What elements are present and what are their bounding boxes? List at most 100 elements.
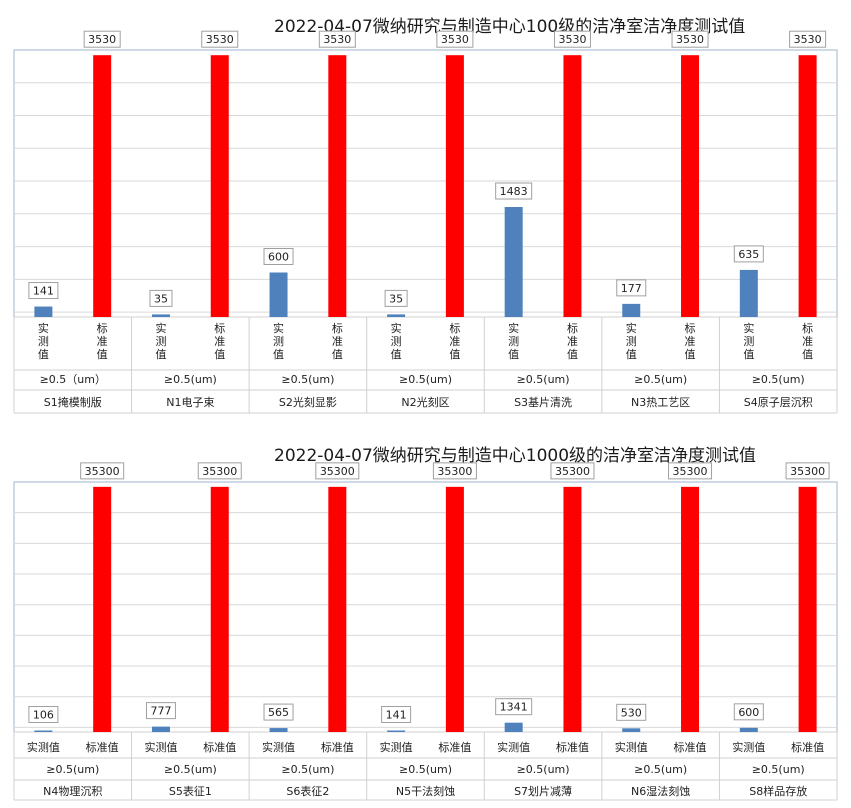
category-label: N5干法刻蚀 — [396, 784, 455, 798]
data-label: 35300 — [673, 465, 708, 478]
series-sub-label: 实 — [626, 321, 637, 335]
category-label: S1掩模制版 — [44, 395, 102, 409]
series-sub-label: 标准值 — [86, 740, 119, 754]
bar-standard — [563, 55, 582, 318]
series-sub-label: 准 — [97, 335, 108, 348]
series-sub-label: 准 — [802, 335, 813, 348]
plot-area — [13, 49, 838, 318]
data-label: 106 — [33, 709, 54, 722]
data-label: 3530 — [88, 33, 116, 46]
bar-measured — [34, 730, 53, 732]
data-label: 35300 — [320, 465, 355, 478]
series-sub-label: 准 — [332, 335, 343, 348]
series-sub-label: 实测值 — [497, 740, 530, 754]
particle-size-label: ≥0.5(um) — [752, 763, 805, 776]
data-label: 3530 — [676, 33, 704, 46]
particle-size-label: ≥0.5(um) — [634, 763, 687, 776]
data-label-box — [550, 462, 595, 480]
series-sub-label: 值 — [567, 348, 578, 361]
plot-area — [13, 481, 838, 733]
category-label: S8样品存放 — [749, 784, 807, 798]
data-label-box — [436, 30, 474, 48]
series-sub-label: 标 — [802, 321, 813, 335]
data-label-box — [668, 462, 713, 480]
series-sub-label: 值 — [743, 348, 754, 361]
particle-size-label: ≥0.5(um) — [634, 373, 687, 386]
data-label: 35300 — [555, 465, 590, 478]
series-sub-label: 测 — [508, 335, 519, 348]
category-label: S4原子层沉积 — [744, 396, 813, 409]
series-sub-label: 值 — [38, 348, 49, 361]
clean-room-chart-1000: 106 实测值 35300 标准值 ≥0.5(um) N4物理沉积 777 实测值 35300 标… — [13, 462, 838, 801]
chart-title-1: 2022-04-07微纳研究与制造中心100级的洁净室洁净度测试值 — [274, 17, 746, 37]
data-label-box — [785, 462, 830, 480]
series-sub-label: 标 — [332, 321, 343, 335]
series-sub-label: 测 — [391, 335, 402, 348]
data-label: 3530 — [558, 33, 586, 46]
series-sub-label: 标 — [685, 321, 696, 335]
bar-measured — [269, 272, 288, 317]
category-label: S5表征1 — [169, 784, 212, 798]
bar-standard — [210, 486, 229, 732]
bar-standard — [328, 55, 347, 318]
series-sub-label: 准 — [214, 335, 225, 348]
bar-standard — [445, 486, 464, 732]
series-sub-label: 实 — [391, 321, 402, 335]
series-sub-label: 标准值 — [438, 740, 471, 754]
data-label-box — [28, 282, 59, 300]
data-label-box — [432, 462, 477, 480]
bar-measured — [387, 730, 406, 732]
category-label: N6湿法刻蚀 — [631, 784, 690, 798]
data-label: 635 — [738, 248, 759, 261]
series-sub-label: 实测值 — [27, 740, 60, 754]
data-label-box — [145, 702, 176, 720]
particle-size-label: ≥0.5(um) — [164, 763, 217, 776]
data-label-box — [149, 289, 173, 307]
data-label-box — [318, 30, 356, 48]
bar-measured — [739, 727, 758, 732]
data-label: 3530 — [323, 33, 351, 46]
data-label: 35 — [154, 292, 168, 305]
data-label: 3530 — [206, 33, 234, 46]
particle-size-label: ≥0.5(um) — [399, 373, 452, 386]
bar-measured — [622, 728, 641, 732]
data-label: 35300 — [790, 465, 825, 478]
bar-standard — [798, 486, 817, 732]
particle-size-label: ≥0.5(um) — [281, 763, 334, 776]
particle-size-label: ≥0.5(um) — [517, 763, 570, 776]
series-sub-label: 测 — [626, 335, 637, 348]
bar-standard — [681, 486, 700, 732]
data-label-box — [495, 698, 533, 716]
bar-measured — [151, 726, 170, 732]
series-sub-label: 测 — [273, 335, 284, 348]
series-sub-label: 值 — [155, 348, 166, 361]
particle-size-label: ≥0.5(um) — [46, 763, 99, 776]
data-label-box — [616, 279, 647, 297]
category-label: N3热工艺区 — [631, 396, 690, 409]
data-label: 141 — [33, 285, 54, 298]
data-label-box — [733, 245, 764, 263]
data-label-box — [671, 30, 709, 48]
data-label-box — [384, 289, 408, 307]
series-sub-label: 准 — [449, 335, 460, 348]
series-sub-label: 值 — [97, 348, 108, 361]
series-sub-label: 实 — [155, 321, 166, 335]
category-label: S6表征2 — [286, 784, 329, 798]
series-sub-label: 标准值 — [674, 740, 707, 754]
series-sub-label: 值 — [391, 348, 402, 361]
series-sub-label: 实 — [508, 321, 519, 335]
clean-room-chart-100: 141 实测值 3530 标准值 ≥0.5（um） S1掩模制版 35 实测值 3530 标准值 ≥… — [13, 30, 838, 414]
data-label-box — [80, 462, 125, 480]
data-label: 3530 — [794, 33, 822, 46]
bar-standard — [93, 486, 112, 732]
data-label-box — [28, 706, 59, 723]
series-sub-label: 实测值 — [262, 740, 295, 754]
series-sub-label: 标 — [214, 321, 225, 335]
data-label-box — [201, 30, 239, 48]
series-sub-label: 标准值 — [556, 740, 589, 754]
data-label: 35 — [389, 292, 403, 305]
bar-standard — [445, 55, 464, 318]
category-label: N2光刻区 — [401, 395, 449, 409]
series-sub-label: 标准值 — [321, 740, 354, 754]
particle-size-label: ≥0.5(um) — [517, 373, 570, 386]
